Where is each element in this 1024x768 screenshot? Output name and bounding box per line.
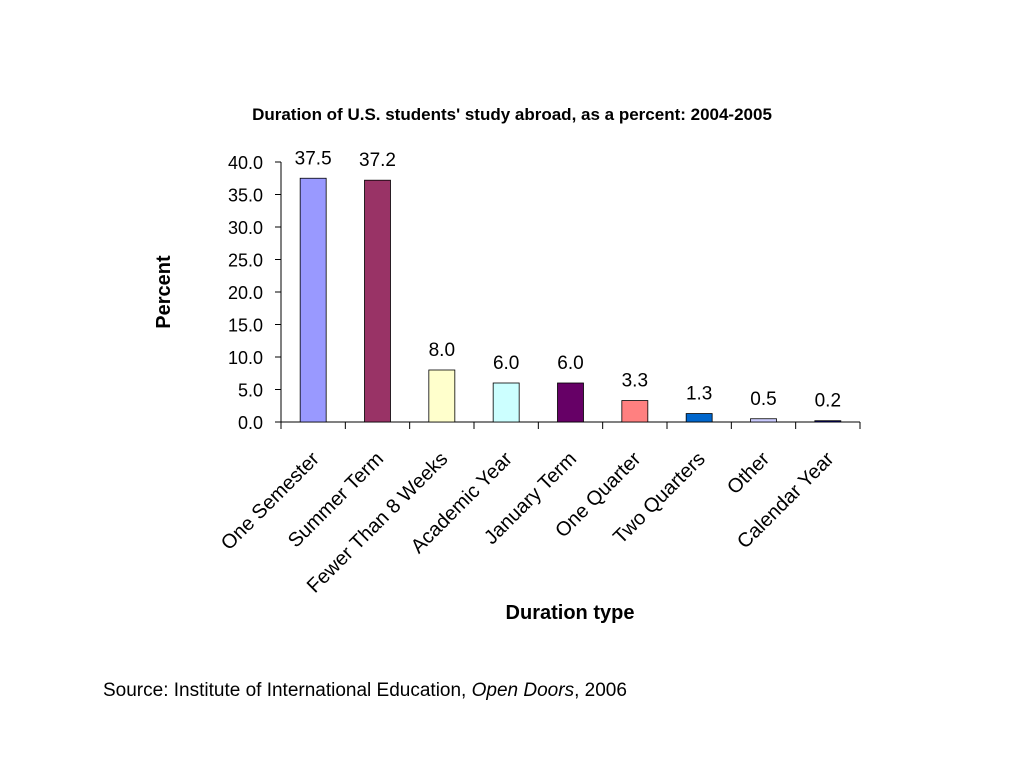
y-tick-label: 10.0 xyxy=(228,348,263,368)
data-label: 37.5 xyxy=(295,148,332,169)
source-suffix: , 2006 xyxy=(574,680,627,701)
source-publication: Open Doors xyxy=(471,680,575,701)
bar xyxy=(814,420,842,423)
bar xyxy=(621,400,649,423)
x-axis-label: Duration type xyxy=(506,602,635,624)
data-label: 1.3 xyxy=(686,384,712,405)
y-axis-label: Percent xyxy=(153,255,175,329)
bar xyxy=(750,418,777,423)
bar xyxy=(299,177,327,423)
source-prefix: Source: Institute of International Educa… xyxy=(103,680,472,701)
y-tick-label: 15.0 xyxy=(228,316,263,336)
data-label: 8.0 xyxy=(429,340,455,361)
data-label: 6.0 xyxy=(557,353,583,374)
y-tick-label: 25.0 xyxy=(228,251,263,271)
y-tick-label: 35.0 xyxy=(228,186,263,206)
y-tick-label: 5.0 xyxy=(238,381,263,401)
bar xyxy=(685,413,713,423)
category-label: Other xyxy=(723,448,774,499)
bar xyxy=(364,179,391,423)
bar xyxy=(557,382,584,423)
source-note: Source: Institute of International Educa… xyxy=(103,680,627,702)
chart-title: Duration of U.S. students' study abroad,… xyxy=(252,105,772,124)
y-tick-label: 20.0 xyxy=(228,283,263,303)
y-tick-label: 40.0 xyxy=(228,153,263,173)
data-label: 6.0 xyxy=(493,353,519,374)
data-label: 0.2 xyxy=(815,391,841,412)
data-label: 0.5 xyxy=(750,389,776,410)
bar xyxy=(428,369,456,423)
data-label: 37.2 xyxy=(359,150,396,171)
data-label: 3.3 xyxy=(622,371,648,392)
bar xyxy=(492,382,520,423)
y-tick-label: 30.0 xyxy=(228,218,263,238)
y-tick-label: 0.0 xyxy=(238,413,263,433)
